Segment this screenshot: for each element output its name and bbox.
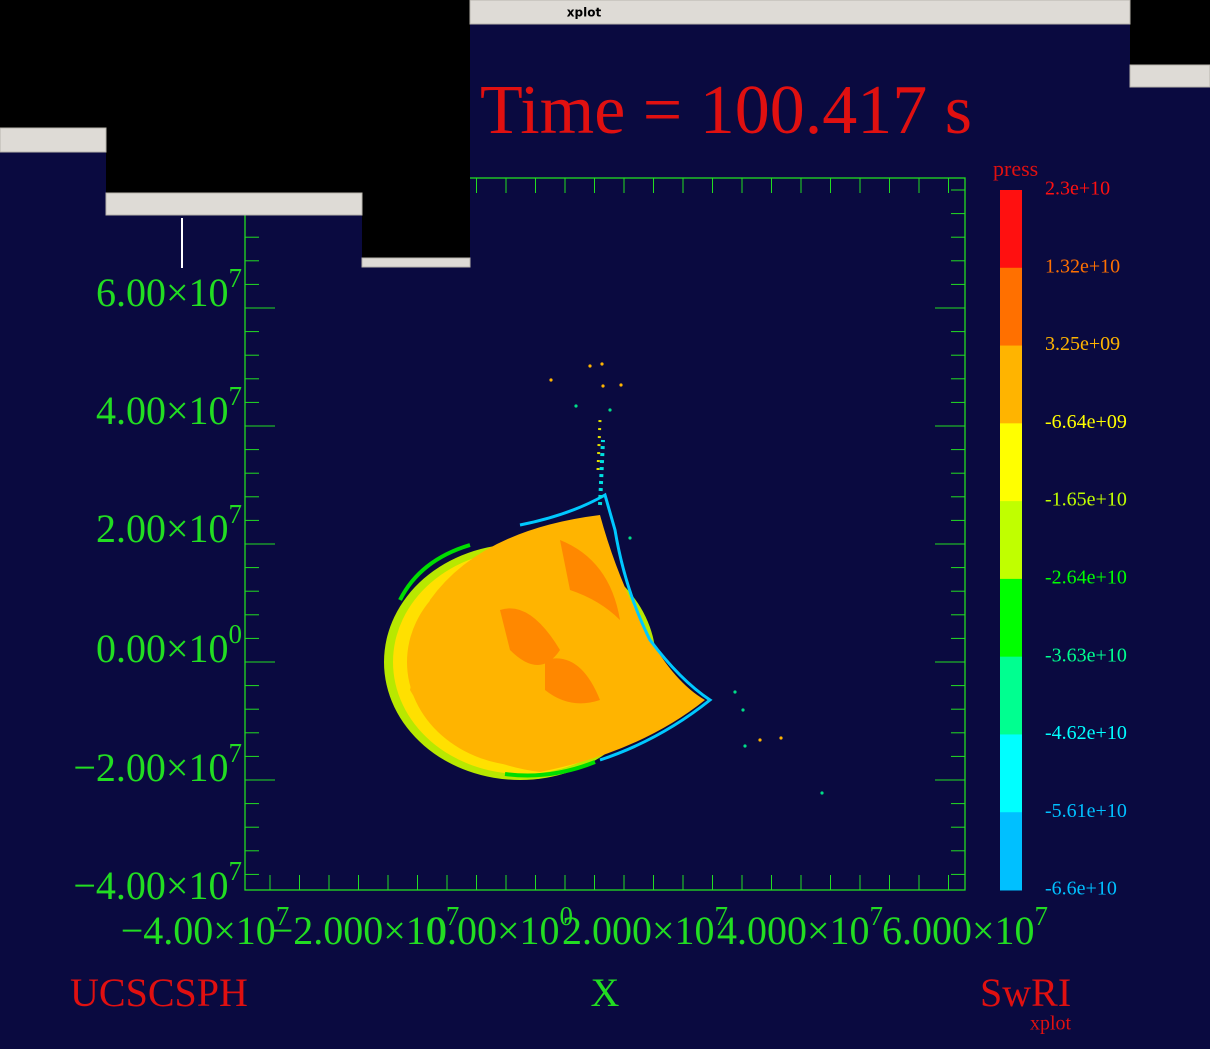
colorbar: 2.3e+10 1.32e+10 3.25e+09 -6.64e+09 -1.65e+1… — [1000, 178, 1127, 900]
title-bar[interactable] — [105, 192, 363, 216]
colorbar-segment — [1000, 734, 1022, 813]
colorbar-segment — [1000, 501, 1022, 580]
colorbar-label: 3.25e+09 — [1045, 333, 1120, 355]
colorbar-segment — [1000, 423, 1022, 502]
mantissa: 4.000×10 — [717, 908, 870, 953]
axis-label: 6.00×107 — [96, 263, 242, 315]
exponent: 7 — [446, 901, 460, 931]
mantissa: −4.00×10 — [73, 863, 228, 908]
axis-label: 0.00×100 — [427, 901, 573, 953]
exponent: 7 — [1035, 901, 1049, 931]
footer-note: xplot — [1030, 1013, 1072, 1035]
mantissa: −2.00×10 — [73, 745, 228, 790]
plot-title: Time = 100.417 s — [480, 72, 972, 149]
x-labels: −4.00×107−2.000×1070.00×1002.000×1074.00… — [121, 901, 1048, 953]
colorbar-label: -5.61e+10 — [1045, 800, 1127, 822]
mantissa: 0.00×10 — [427, 908, 560, 953]
x-axis-label: X — [591, 970, 620, 1015]
axis-label: 2.00×107 — [96, 499, 242, 551]
exponent: 7 — [229, 263, 243, 293]
mantissa: 6.000×10 — [882, 908, 1035, 953]
exponent: 7 — [276, 901, 290, 931]
axis-label: 2.000×107 — [562, 901, 728, 953]
mantissa: 6.00×10 — [96, 270, 229, 315]
axis-label: 4.00×107 — [96, 381, 242, 433]
colorbar-segment — [1000, 578, 1022, 658]
y-labels: 6.00×1074.00×1072.00×1070.00×100−2.00×10… — [73, 263, 242, 908]
mantissa: 2.00×10 — [96, 506, 229, 551]
title-bar[interactable] — [361, 257, 471, 268]
axis-label: −2.00×107 — [73, 738, 242, 790]
axis-label: −4.00×107 — [121, 901, 290, 953]
colorbar-title: press — [993, 156, 1038, 181]
colorbar-label: -4.62e+10 — [1045, 722, 1127, 744]
exponent: 0 — [560, 901, 574, 931]
exponent: 7 — [715, 901, 729, 931]
exponent: 7 — [229, 738, 243, 768]
colorbar-segment — [1000, 345, 1022, 424]
footer-left: UCSCSPH — [70, 970, 248, 1015]
colorbar-segment — [1000, 190, 1022, 269]
colorbar-segment — [1000, 267, 1022, 347]
colorbar-label: -6.64e+09 — [1045, 411, 1127, 433]
axis-label: 4.000×107 — [717, 901, 883, 953]
window-title: xplot — [567, 6, 602, 20]
colorbar-label: -2.64e+10 — [1045, 566, 1127, 588]
axis-label: 6.000×107 — [882, 901, 1048, 953]
exponent: 7 — [229, 381, 243, 411]
exponent: 7 — [229, 499, 243, 529]
colorbar-segment — [1000, 656, 1022, 735]
exponent: 7 — [229, 856, 243, 886]
exponent: 0 — [229, 619, 243, 649]
mantissa: 2.000×10 — [562, 908, 715, 953]
mantissa: −2.000×10 — [271, 908, 446, 953]
colorbar-label: -1.65e+10 — [1045, 489, 1127, 511]
colorbar-label: 1.32e+10 — [1045, 255, 1120, 277]
main-title-bar[interactable] — [469, 0, 1131, 25]
colorbar-segment — [1000, 812, 1022, 891]
axis-label: 0.00×100 — [96, 619, 242, 671]
axis-label: −2.000×107 — [271, 901, 460, 953]
title-bar[interactable] — [1129, 64, 1210, 88]
plot-frame — [244, 177, 966, 891]
mantissa: 0.00×10 — [96, 626, 229, 671]
exponent: 7 — [870, 901, 884, 931]
axis-label: −4.00×107 — [73, 856, 242, 908]
particle-cloud — [384, 362, 824, 795]
mantissa: −4.00×10 — [121, 908, 276, 953]
colorbar-label: -6.6e+10 — [1045, 878, 1117, 900]
mantissa: 4.00×10 — [96, 388, 229, 433]
colorbar-label: -3.63e+10 — [1045, 644, 1127, 666]
title-bar[interactable] — [0, 127, 107, 153]
colorbar-label: 2.3e+10 — [1045, 178, 1110, 200]
footer-right: SwRI — [980, 970, 1071, 1015]
uncovered-desktop — [0, 0, 1210, 258]
tick-marks — [245, 178, 965, 890]
